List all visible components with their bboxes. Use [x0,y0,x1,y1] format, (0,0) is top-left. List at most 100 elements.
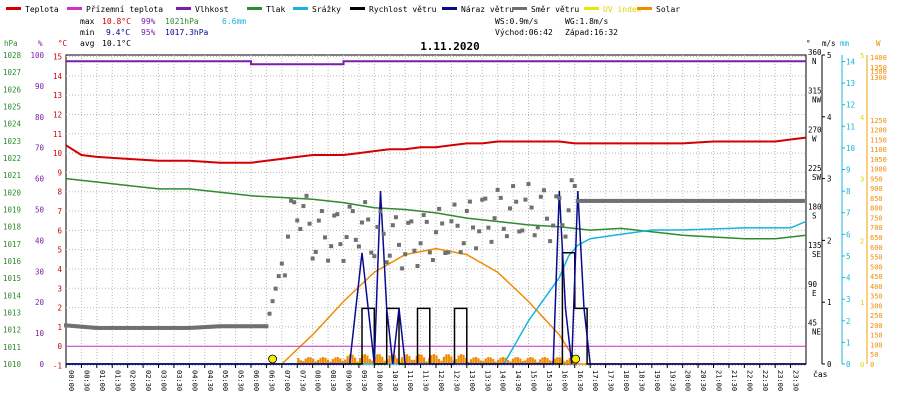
wind-dir-point [548,239,553,244]
wind-dir-point [569,178,574,183]
wind-dir-point [504,234,509,239]
hum-unit: % [38,39,43,48]
solar-tick-27: 100 [870,341,883,349]
wind-dir-point [252,324,257,329]
solar-bar [425,361,428,364]
press-tick-13: 1015 [3,274,21,283]
press-tick-10: 1018 [3,223,22,232]
rain-tick-8: 6 [846,230,851,239]
solar-bar [482,360,485,364]
solar-bar [329,361,332,364]
wind-dir-point [526,182,531,187]
plot-frame [65,54,807,365]
solar-bar [353,357,357,364]
wind-dir-point [594,198,599,203]
wind-dir-point [455,223,460,228]
solar-bar [472,357,475,364]
wind-dir-point [73,324,78,329]
rain-tick-11: 3 [846,295,851,304]
x-tick-label-17: 08:30 [329,370,337,391]
dir-label-2: W [812,134,817,143]
solar-bar [546,358,549,364]
series-solar [66,247,806,365]
wind-dir-point [554,194,559,199]
wind-dir-point [375,224,380,229]
hum-tick-9: 10 [35,329,45,338]
wind-dir-point [356,244,361,249]
solar-bar [363,354,367,364]
solar-bar [395,358,399,364]
solar-bar [531,357,534,364]
wind-dir-point [76,324,81,329]
wind-dir-point [162,325,167,330]
wind-dir-point [82,324,87,329]
solar-bar [346,355,349,364]
solar-bar [467,361,470,364]
wind-dir-point [773,198,778,203]
legend-swatch-0 [6,7,21,10]
x-tick-label-15: 07:30 [298,370,306,391]
dir-tick-0: 360 [808,48,822,57]
wind-dir-point [668,198,673,203]
solar-bar [457,355,460,364]
rain-tick-5: 9 [846,166,851,175]
press-unit: hPa [4,39,18,48]
temp-tick-15: 0 [57,342,62,351]
wind-dir-point [125,325,130,330]
legend-label-0: Teplota [25,5,59,14]
series-pressure [65,177,807,240]
wind-dir-point [116,325,121,330]
solar-bar [316,359,320,364]
wind-dir-point [298,227,303,232]
dir-label-3: SW [812,173,822,182]
legend-label-2: Vlhkost [195,5,229,14]
x-tick-label-0: 00:00 [67,370,75,391]
wind-dir-point [782,198,787,203]
dir-label-6: E [812,289,817,298]
wind-dir-point [477,229,482,234]
wind-dir-point [754,198,759,203]
sunrise-marker [268,354,277,364]
wind-dir-point [313,249,318,254]
wind-dir-point [646,198,651,203]
solar-tick-9: 1000 [870,166,887,174]
wind-dir-point [612,198,617,203]
wind-dir-point [264,324,269,329]
solar-tick-22: 350 [870,293,883,301]
wind-dir-point [443,250,448,255]
solar-bar [501,357,505,364]
solar-bar [324,357,327,364]
solar-bar [420,354,423,364]
wind-dir-point [680,198,685,203]
wind-dir-point [458,250,463,255]
press-tick-5: 1023 [3,137,21,146]
wind-dir-point [227,324,232,329]
wind-dir-point [591,198,596,203]
wind-dir-point [600,198,605,203]
solar-tick-26: 150 [870,332,883,340]
wind-dir-point [421,213,426,218]
temp-tick-4: 11 [53,130,62,139]
solar-bar [462,354,465,364]
wind-dir-point [363,200,368,205]
legend-label-6: Náraz větru [461,5,514,14]
solar-bar [474,357,478,364]
wind-dir-point [634,198,639,203]
solar-tick-18: 550 [870,254,883,262]
wind-dir-point [578,198,583,203]
hum-tick-7: 30 [35,267,45,276]
wind-dir-point [582,198,586,203]
wind-dir-point [788,198,793,203]
wind-dir-point [245,324,250,329]
x-tick-label-4: 02:00 [129,370,137,391]
x-tick-label-27: 13:30 [483,370,491,391]
wind-dir-point [705,198,710,203]
axes: 1514131211109876543210-1°C10281027102610… [3,39,887,371]
hum-tick-6: 40 [35,236,45,245]
wind-dir-point [341,258,346,263]
hum-tick-8: 20 [35,298,45,307]
solar-tick-8: 1050 [870,156,887,164]
wind-dir-point [122,325,127,330]
wind-dir-point [292,200,297,205]
wind-dir-point [221,324,226,329]
